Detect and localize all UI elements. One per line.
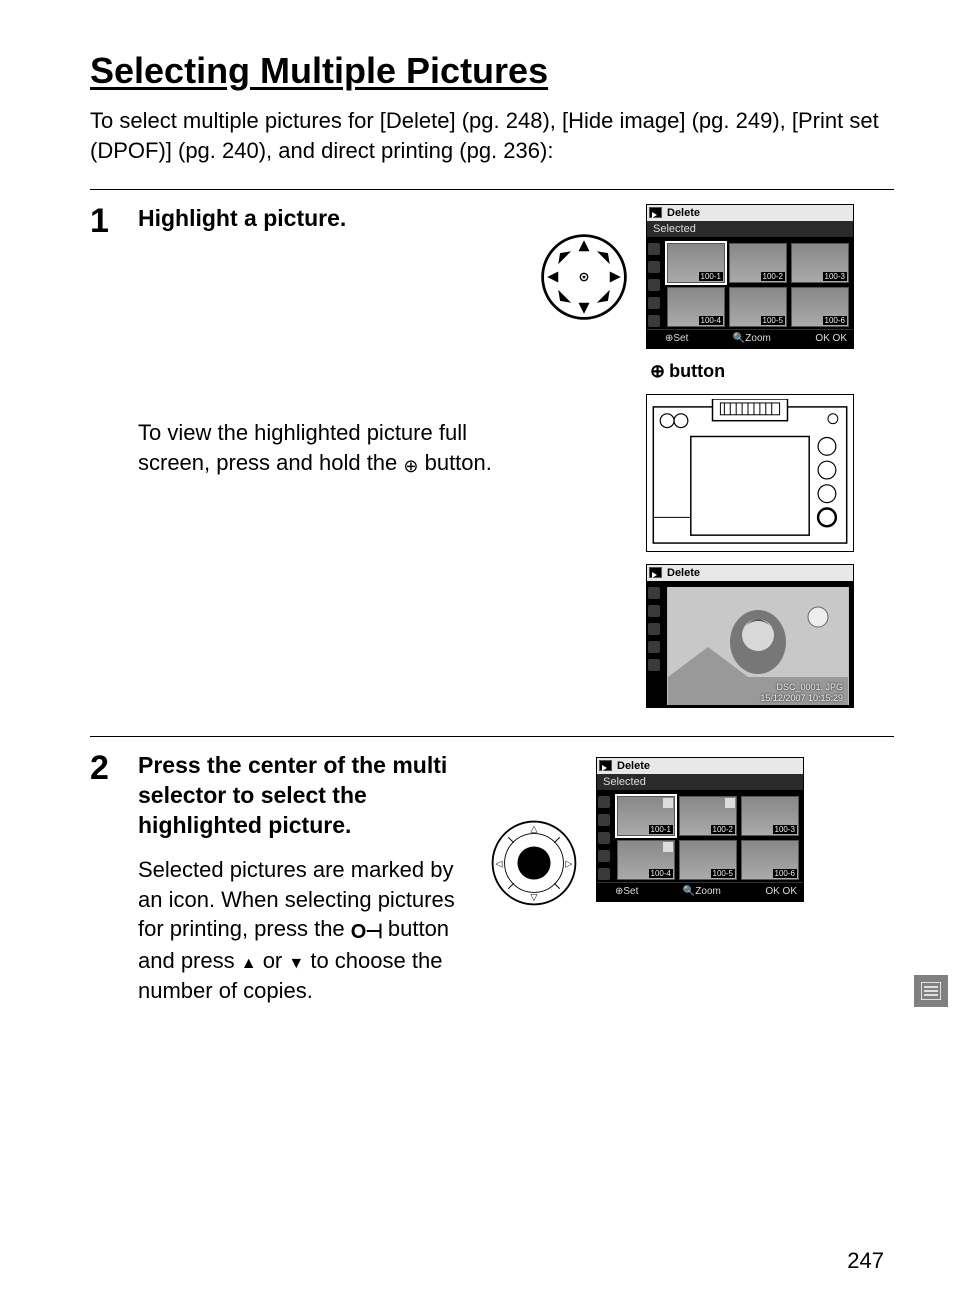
thumbnail-label: 100-3	[773, 825, 797, 834]
step-number: 1	[90, 204, 118, 708]
thumbnail: 100-3	[741, 796, 799, 836]
page-title: Selecting Multiple Pictures	[90, 50, 894, 92]
selection-mark-icon	[663, 798, 673, 808]
protect-key-icon: O⊣	[351, 921, 382, 943]
thumbnail-label: 100-3	[823, 272, 847, 281]
thumbnail: 100-4	[617, 840, 675, 880]
playback-menu-tab-icon	[914, 975, 948, 1007]
text-fragment: button	[669, 361, 725, 382]
fullview-meta-datetime: 15/12/2007 10:15:29	[760, 693, 843, 704]
up-triangle-icon: ▲	[241, 955, 257, 972]
step-heading: Press the center of the multi selector t…	[138, 751, 468, 841]
thumbnail-label: 100-4	[699, 316, 723, 325]
text-fragment: button.	[418, 450, 491, 475]
camera-screen-thumbnails: Delete Selected 100-1 100-2 100-3 100-4 …	[646, 204, 854, 349]
camera-rear-diagram	[646, 394, 854, 552]
screen-foot-ok: OK OK	[815, 333, 847, 344]
zoom-button-label: ⊕ button	[650, 361, 854, 382]
screen-foot-zoom: 🔍Zoom	[733, 333, 771, 344]
thumbnail-label: 100-5	[761, 316, 785, 325]
thumbnail-label: 100-2	[711, 825, 735, 834]
screen-subheader: Selected	[597, 774, 803, 790]
thumbnail: 100-1	[667, 243, 725, 283]
thumbnail-label: 100-1	[699, 272, 723, 281]
svg-text:◁: ◁	[496, 859, 503, 869]
thumbnail: 100-5	[729, 287, 787, 327]
screen-subheader: Selected	[647, 221, 853, 237]
svg-text:△: △	[530, 824, 537, 834]
playback-icon	[599, 760, 612, 771]
thumbnail-label: 100-5	[711, 869, 735, 878]
thumbnail-label: 100-6	[823, 316, 847, 325]
screen-foot-set: ⊕Set	[665, 333, 688, 344]
playback-icon	[649, 207, 662, 218]
thumbnail-label: 100-6	[773, 869, 797, 878]
step-text: To view the highlighted picture full scr…	[138, 418, 518, 478]
multi-selector-center-icon: △ ▽ ◁ ▷	[488, 817, 580, 909]
selection-mark-icon	[663, 842, 673, 852]
intro-text: To select multiple pictures for [Delete]…	[90, 106, 894, 165]
thumbnail-label: 100-2	[761, 272, 785, 281]
thumbnail: 100-2	[679, 796, 737, 836]
selection-mark-icon	[725, 798, 735, 808]
screen-header: Delete	[667, 207, 700, 219]
thumbnail: 100-6	[791, 287, 849, 327]
camera-screen-fullview: Delete DSC_0001. JPG 15/12/2007 10:15:29	[646, 564, 854, 708]
screen-header: Delete	[667, 567, 700, 579]
thumbnail: 100-2	[729, 243, 787, 283]
zoom-icon: ⊕	[403, 456, 418, 476]
thumbnail: 100-5	[679, 840, 737, 880]
step-heading: Highlight a picture.	[138, 204, 518, 234]
screen-foot-zoom: 🔍Zoom	[683, 886, 721, 897]
multi-selector-icon	[538, 231, 630, 323]
zoom-icon: ⊕	[650, 361, 665, 382]
playback-icon	[649, 567, 662, 578]
step-number: 2	[90, 751, 118, 1005]
screen-side-icons	[597, 792, 613, 884]
thumbnail-label: 100-1	[649, 825, 673, 834]
thumbnail-label: 100-4	[649, 869, 673, 878]
fullview-image: DSC_0001. JPG 15/12/2007 10:15:29	[667, 587, 849, 705]
camera-screen-thumbnails-selected: Delete Selected 100-1 100-2 100-3 100-4 …	[596, 757, 804, 902]
down-triangle-icon: ▼	[288, 955, 304, 972]
fullview-meta-filename: DSC_0001. JPG	[760, 682, 843, 693]
svg-text:▽: ▽	[530, 892, 537, 902]
step-2: 2 Press the center of the multi selector…	[90, 737, 894, 1033]
thumbnail: 100-3	[791, 243, 849, 283]
screen-foot-ok: OK OK	[765, 886, 797, 897]
thumbnail: 100-1	[617, 796, 675, 836]
text-fragment: or	[257, 948, 289, 973]
screen-side-icons	[647, 583, 663, 675]
step-1: 1 Highlight a picture. To view the highl…	[90, 190, 894, 736]
thumbnail: 100-6	[741, 840, 799, 880]
screen-foot-set: ⊕Set	[615, 886, 638, 897]
svg-text:▷: ▷	[565, 859, 572, 869]
thumbnail: 100-4	[667, 287, 725, 327]
step-text: Selected pictures are marked by an icon.…	[138, 855, 468, 1006]
page-number: 247	[847, 1248, 884, 1274]
screen-side-icons	[647, 239, 663, 331]
screen-header: Delete	[617, 760, 650, 772]
